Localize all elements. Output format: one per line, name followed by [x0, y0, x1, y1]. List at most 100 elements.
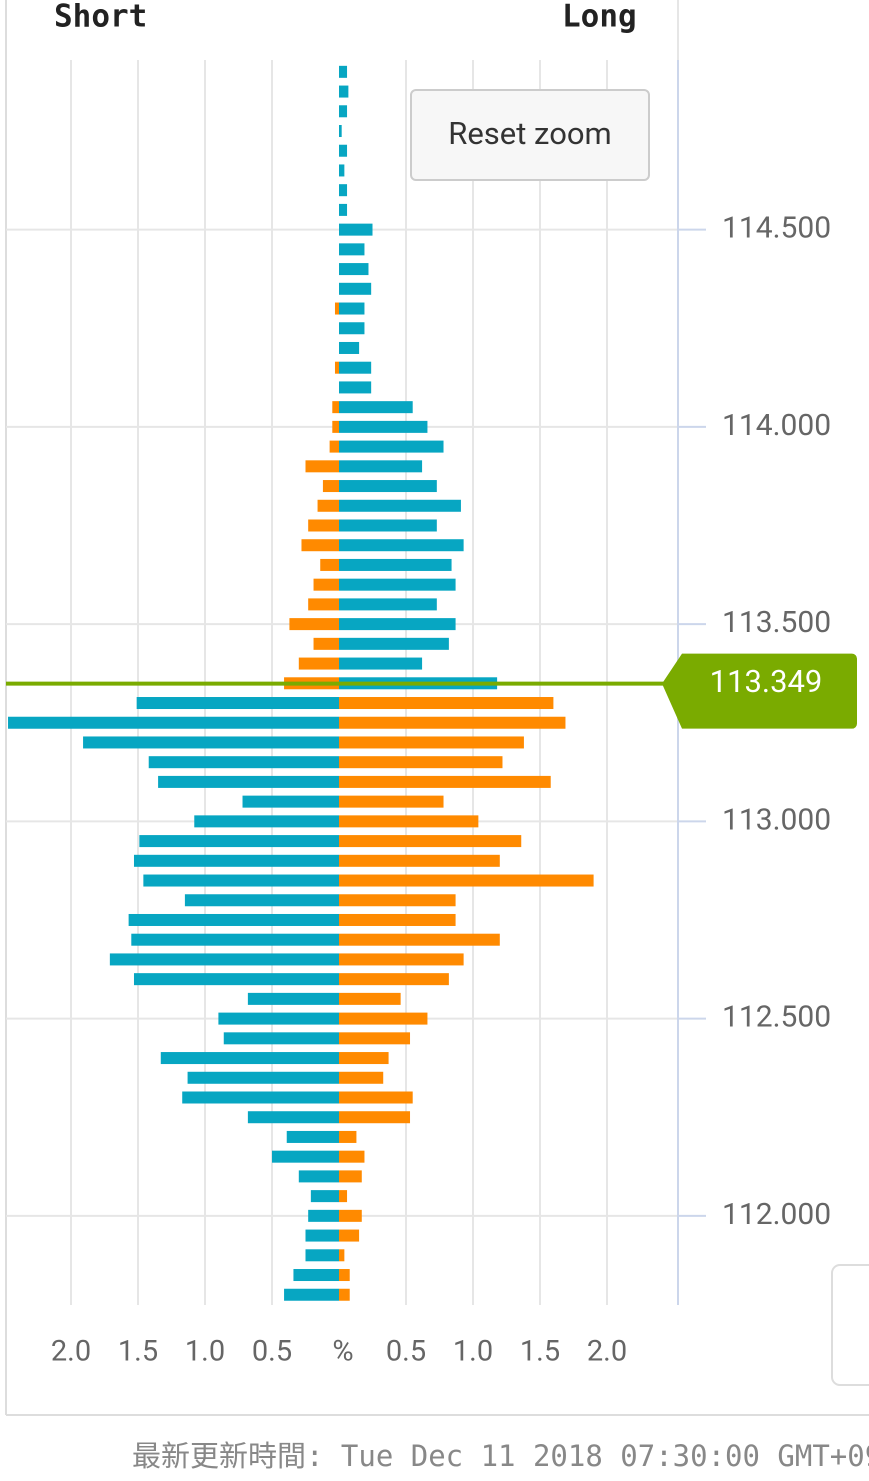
x-tick-label: 2.0	[51, 1335, 91, 1369]
long-bar	[339, 637, 449, 650]
long-bar	[339, 854, 500, 867]
short-bar	[308, 1209, 339, 1222]
short-bar	[272, 1150, 339, 1163]
short-bar	[133, 973, 339, 986]
y-tick-label: 113.000	[722, 802, 831, 837]
long-bar	[339, 164, 345, 177]
short-bar	[247, 992, 339, 1005]
short-header: Short	[54, 0, 147, 35]
long-bar	[339, 657, 423, 670]
x-tick-label: 1.5	[118, 1335, 158, 1369]
short-bar	[298, 657, 339, 670]
short-bar	[131, 933, 339, 946]
long-bar	[339, 933, 500, 946]
long-bar	[339, 65, 348, 78]
long-bar	[339, 263, 369, 276]
long-bar	[339, 519, 437, 532]
long-bar	[339, 716, 566, 729]
x-tick-label: 1.5	[520, 1335, 560, 1369]
short-bar	[83, 736, 339, 749]
long-bar	[339, 1111, 411, 1124]
x-center-label: %	[332, 1335, 353, 1369]
long-bar	[339, 1190, 348, 1203]
side-panel[interactable]	[831, 1264, 869, 1386]
long-bar	[339, 1229, 360, 1242]
long-header: Long	[562, 0, 637, 35]
long-bar	[339, 835, 522, 848]
short-bar	[334, 361, 339, 374]
long-bar	[339, 420, 428, 433]
short-bar	[301, 539, 339, 552]
short-bar	[223, 1032, 339, 1045]
short-bar	[322, 480, 339, 493]
short-bar	[182, 1091, 339, 1104]
long-bar	[339, 184, 348, 197]
long-bar	[339, 1091, 413, 1104]
short-bar	[187, 1071, 339, 1084]
long-bar	[339, 1209, 362, 1222]
x-tick-label: 0.5	[386, 1335, 426, 1369]
long-bar	[339, 913, 456, 926]
reset-zoom-label[interactable]: Reset zoom	[448, 115, 612, 152]
short-bar	[329, 440, 339, 453]
long-bar	[339, 302, 365, 315]
long-bar	[339, 1150, 365, 1163]
long-bar	[339, 322, 365, 335]
long-bar	[339, 1052, 389, 1065]
short-bar	[332, 401, 339, 414]
long-bar	[339, 223, 373, 236]
long-bar	[339, 460, 423, 473]
short-bar	[305, 1249, 339, 1262]
long-bar	[339, 341, 360, 354]
y-tick-label: 112.500	[722, 1000, 831, 1035]
short-bar	[293, 1269, 339, 1282]
short-bar	[160, 1052, 339, 1065]
long-bar	[339, 203, 348, 216]
long-bar	[339, 361, 372, 374]
short-bar	[143, 874, 339, 887]
short-bar	[194, 815, 339, 828]
short-bar	[317, 499, 339, 512]
y-tick-label: 114.000	[722, 408, 831, 443]
short-bar	[320, 558, 339, 571]
reset-zoom-button[interactable]	[410, 89, 650, 181]
bars	[8, 65, 594, 1301]
short-bar	[136, 697, 339, 710]
short-bar	[305, 1229, 339, 1242]
short-bar	[284, 1288, 339, 1301]
long-bar	[339, 815, 479, 828]
long-bar	[339, 1170, 362, 1183]
long-bar	[339, 125, 342, 138]
short-bar	[313, 578, 339, 591]
short-bar	[313, 637, 339, 650]
short-bar	[305, 460, 339, 473]
short-bar	[308, 519, 339, 532]
long-bar	[339, 1288, 350, 1301]
short-bar	[128, 913, 339, 926]
long-bar	[339, 1130, 357, 1143]
long-bar	[339, 775, 551, 788]
long-bar	[339, 558, 452, 571]
long-bar	[339, 381, 372, 394]
x-tick-label: 0.5	[252, 1335, 292, 1369]
long-bar	[339, 894, 456, 907]
y-tick-label: 112.000	[722, 1197, 831, 1232]
long-bar	[339, 953, 464, 966]
short-bar	[308, 598, 339, 611]
x-tick-label: 1.0	[453, 1335, 493, 1369]
short-bar	[133, 854, 339, 867]
x-tick-label: 1.0	[185, 1335, 225, 1369]
long-bar	[339, 598, 437, 611]
long-bar	[339, 105, 348, 118]
x-tick-label: 2.0	[587, 1335, 627, 1369]
long-bar	[339, 795, 444, 808]
short-bar	[109, 953, 339, 966]
y-tick-label: 114.500	[722, 211, 831, 246]
long-bar	[339, 1012, 428, 1025]
short-bar	[8, 716, 340, 729]
long-bar	[339, 973, 449, 986]
long-bar	[339, 144, 348, 157]
short-bar	[247, 1111, 339, 1124]
long-bar	[339, 618, 456, 631]
long-bar	[339, 756, 503, 769]
